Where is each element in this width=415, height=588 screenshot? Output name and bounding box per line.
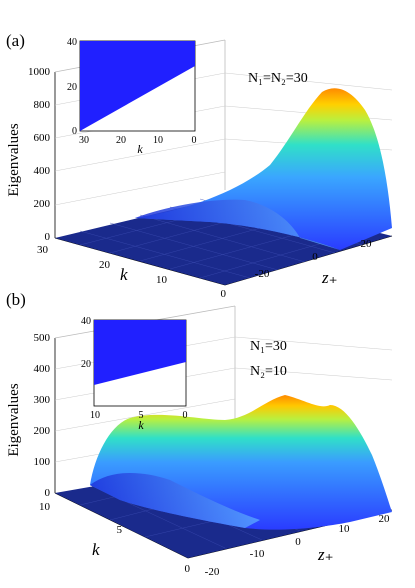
panel-a-inset-xtick: 0 <box>192 135 197 146</box>
panel-a-zplus-tick: 20 <box>361 238 373 250</box>
panel-b-z-tick: 500 <box>34 332 51 344</box>
panel-a: (a) <box>6 31 393 300</box>
panel-b-inset: 40 20 10 5 0 k <box>81 316 188 432</box>
panel-b: (b) <box>6 290 393 578</box>
panel-a-z-tick: 200 <box>34 198 51 210</box>
panel-a-k-tick: 10 <box>156 274 168 286</box>
panel-b-zplus-tick: 0 <box>295 536 301 548</box>
panel-a-z-ticks: 1000 800 600 400 200 0 <box>28 66 51 243</box>
panel-a-inset-xtick: 10 <box>153 135 163 146</box>
panel-b-k-tick: 5 <box>117 524 123 536</box>
panel-b-inset-xtick: 0 <box>183 410 188 421</box>
panel-a-xlabel: k <box>120 265 128 284</box>
panel-b-k-tick: 10 <box>39 501 51 513</box>
panel-b-annotation-n1: N₁=30 <box>250 339 287 354</box>
panel-a-inset-xlabel: k <box>137 142 143 156</box>
panel-b-inset-xtick: 5 <box>139 410 144 421</box>
panel-b-annotation-n2: N₂=10 <box>250 364 287 379</box>
panel-a-inset-region <box>80 41 195 131</box>
panel-b-label: (b) <box>6 290 26 309</box>
panel-b-zplus-ticks: -20 -10 0 10 20 <box>205 513 390 578</box>
panel-b-z-tick: 400 <box>34 363 51 375</box>
panel-a-z-tick: 1000 <box>28 66 51 78</box>
panel-a-zlabel: Eigenvalues <box>6 123 22 196</box>
panel-b-z-tick: 200 <box>34 425 51 437</box>
panel-b-z-tick: 300 <box>34 394 51 406</box>
panel-b-zplus-tick: -10 <box>250 548 265 560</box>
panel-b-z-tick: 100 <box>34 456 51 468</box>
panel-a-k-ticks: 30 20 10 0 <box>37 244 227 300</box>
panel-b-surface-front <box>90 473 260 528</box>
panel-a-inset-xtick: 30 <box>79 135 89 146</box>
panel-a-z-tick: 400 <box>34 165 51 177</box>
panel-b-z-tick: 0 <box>45 487 51 499</box>
panel-a-annotation: N₁=N₂=30 <box>248 71 308 86</box>
panel-b-xlabel: k <box>92 540 100 559</box>
panel-a-zplus-tick: 0 <box>312 251 318 263</box>
panel-a-inset: 40 20 0 30 20 10 0 k <box>67 37 197 156</box>
panel-b-k-tick: 0 <box>185 563 191 575</box>
panel-a-inset-ytick: 40 <box>67 37 77 48</box>
panel-a-k-tick: 30 <box>37 244 49 256</box>
panel-b-inset-ytick: 40 <box>81 316 91 327</box>
panel-a-k-tick: 20 <box>99 259 111 271</box>
panel-a-inset-ytick: 0 <box>72 126 77 137</box>
panel-a-k-tick: 0 <box>221 288 227 300</box>
panel-b-zplus-tick: -20 <box>205 566 220 578</box>
panel-b-ylabel: z₊ <box>317 545 334 564</box>
panel-b-k-ticks: 10 5 0 <box>39 501 191 575</box>
panel-a-z-tick: 600 <box>34 132 51 144</box>
panel-b-inset-region <box>94 320 186 385</box>
panel-a-zplus-ticks: -20 0 20 <box>255 238 372 280</box>
panel-a-label: (a) <box>6 31 25 50</box>
panel-b-zplus-tick: 20 <box>379 513 391 525</box>
panel-a-z-tick: 800 <box>34 99 51 111</box>
panel-b-z-ticks: 500 400 300 200 100 0 <box>34 332 51 499</box>
panel-b-inset-xlabel: k <box>138 418 144 432</box>
panel-a-zplus-tick: -20 <box>255 268 270 280</box>
panel-a-inset-ytick: 20 <box>67 82 77 93</box>
panel-a-inset-xtick: 20 <box>116 135 126 146</box>
panel-b-inset-xtick: 10 <box>90 410 100 421</box>
panel-b-inset-ytick: 20 <box>81 359 91 370</box>
panel-a-z-tick: 0 <box>45 231 51 243</box>
panel-b-zplus-tick: 10 <box>339 523 351 535</box>
panel-b-zlabel: Eigenvalues <box>6 383 22 456</box>
panel-a-surface-ridge <box>135 199 340 250</box>
panel-a-ylabel: z₊ <box>321 268 338 287</box>
